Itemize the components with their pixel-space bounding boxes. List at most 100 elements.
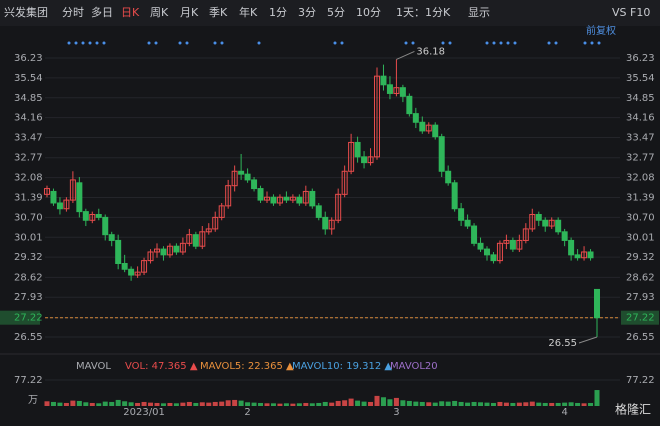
candle-body — [348, 141, 355, 172]
volume-bar — [277, 403, 283, 406]
x-tick-label: 3 — [393, 407, 399, 418]
y-tick-label-left: 33.47 — [14, 133, 43, 144]
candle-body — [542, 219, 549, 227]
candle-body — [438, 136, 445, 172]
tab[interactable]: 3分 — [298, 6, 316, 19]
y-tick-label-left: 34.85 — [14, 93, 43, 104]
candle-body — [95, 214, 102, 218]
volume-bar — [296, 403, 302, 406]
volume-bar — [471, 401, 477, 406]
volume-bar — [432, 402, 438, 406]
y-tick-label: 33.47 — [626, 133, 655, 144]
volume-bar — [426, 402, 432, 406]
candle-body — [56, 202, 63, 210]
volume-bar — [206, 402, 212, 406]
volume-bar — [335, 400, 341, 406]
candle-body — [63, 199, 70, 210]
volume-bar — [76, 400, 82, 406]
tab[interactable]: 1分 — [269, 6, 287, 19]
tab[interactable]: 年K — [239, 5, 258, 19]
candle-body — [361, 156, 368, 164]
candle-body — [419, 121, 426, 132]
tab[interactable]: 5分 — [327, 6, 345, 19]
y-tick-label: 32.08 — [626, 173, 655, 184]
price-badge — [621, 310, 659, 325]
candle-body — [309, 190, 316, 207]
volume-bar — [186, 401, 192, 406]
volume-bar — [523, 402, 529, 406]
candle-body — [270, 196, 277, 204]
volume-bar — [245, 402, 251, 406]
candle-body — [160, 248, 167, 256]
volume-bar — [251, 402, 257, 406]
volume-bar — [270, 403, 276, 406]
candle-body — [522, 228, 529, 241]
candle-body — [458, 208, 465, 221]
tab[interactable]: 季K — [209, 6, 228, 19]
f10-button[interactable]: F10 — [630, 6, 650, 19]
vol-legend: MAVOL20 — [390, 361, 438, 372]
y-tick-label-left: 32.08 — [14, 173, 43, 184]
candle-body — [594, 288, 600, 319]
tab[interactable]: 10分 — [356, 6, 381, 19]
candle-body — [484, 248, 490, 256]
candle-body — [451, 182, 458, 210]
volume-bar — [374, 395, 380, 406]
tab[interactable]: 多日 — [91, 5, 113, 19]
candle-body — [82, 211, 89, 221]
tab[interactable]: 1天：1分K — [396, 6, 451, 19]
volume-bar — [387, 399, 393, 406]
candle-body — [225, 185, 232, 207]
candle-body — [257, 188, 264, 201]
adjust-button[interactable]: 前复权 — [586, 24, 616, 37]
tab[interactable]: 日K — [121, 6, 140, 19]
candle-body — [354, 141, 361, 158]
volume-bar — [393, 397, 399, 406]
volume-bar — [355, 400, 361, 406]
candle-body — [115, 239, 122, 265]
volume-bar — [57, 402, 63, 406]
candle-body — [231, 170, 238, 187]
y-tick-label: 29.32 — [626, 252, 655, 263]
tab[interactable]: 月K — [180, 6, 199, 19]
candle-body — [205, 228, 212, 233]
volume-bar — [348, 398, 354, 406]
volume-bar — [322, 401, 328, 406]
volume-bar — [342, 400, 348, 406]
candle-body — [445, 170, 452, 184]
volume-bar — [238, 400, 244, 406]
volume-bar — [568, 402, 574, 406]
volume-bar — [588, 402, 594, 406]
y-tick-label: 35.54 — [626, 73, 655, 84]
vs-button[interactable]: VS — [612, 6, 627, 19]
tab[interactable]: 周K — [150, 6, 169, 19]
show-button[interactable]: 显示 — [468, 6, 490, 19]
candle-body — [386, 84, 393, 94]
y-tick-label: 34.85 — [626, 93, 655, 104]
candle-body — [218, 205, 225, 218]
vol-indicator[interactable]: MAVOL — [76, 361, 111, 372]
volume-bar — [413, 401, 419, 406]
high-pointer — [396, 50, 415, 60]
toolbar — [0, 0, 660, 26]
volume-bar — [102, 401, 108, 406]
volume-bar — [219, 401, 225, 406]
volume-bar — [316, 402, 322, 406]
candle-body — [102, 216, 109, 236]
candle-body — [212, 216, 219, 230]
candle-body — [147, 251, 154, 262]
volume-bar — [109, 401, 115, 406]
volume-bar — [400, 400, 406, 406]
candle-body — [173, 245, 180, 253]
stock-name[interactable]: 兴发集团 — [4, 5, 48, 19]
candle-body — [406, 95, 413, 115]
candle-body — [302, 190, 309, 204]
candle-body — [412, 113, 419, 123]
candle-body — [108, 234, 115, 241]
candle-body — [477, 242, 484, 250]
y-tick-label-left: 30.01 — [14, 232, 43, 243]
candle-body — [154, 248, 160, 253]
tab[interactable]: 分时 — [62, 6, 84, 19]
